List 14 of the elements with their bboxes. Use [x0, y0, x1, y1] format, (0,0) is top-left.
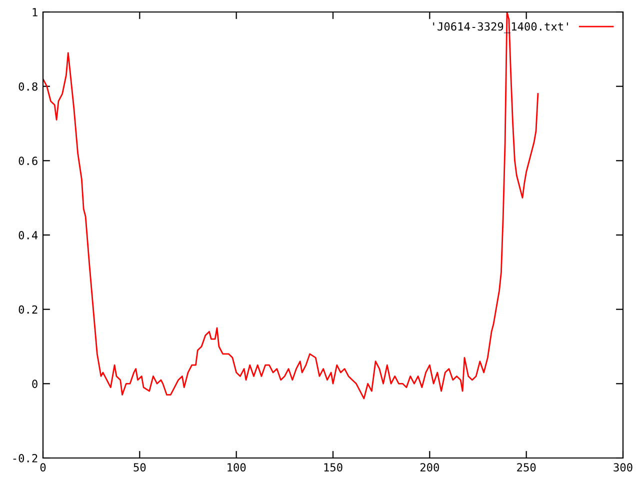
x-tick-label: 150	[324, 463, 342, 472]
y-tick-label: 0.2	[18, 305, 38, 314]
y-tick-label: 0	[32, 380, 38, 388]
x-tick-label: 300	[614, 463, 632, 472]
y-tick-label: 0.4	[18, 231, 38, 240]
x-tick-label: 200	[420, 463, 439, 472]
y-tick-label: 1	[32, 8, 38, 16]
x-tick-label: 250	[517, 463, 536, 472]
x-tick-label: 100	[228, 463, 246, 472]
y-tick-label: 0.8	[18, 82, 38, 91]
x-tick-label: 50	[134, 463, 146, 472]
x-tick-label: 0	[40, 463, 46, 472]
y-tick-label: 0.6	[18, 156, 38, 166]
y-tick-label: -0.2	[13, 454, 38, 462]
